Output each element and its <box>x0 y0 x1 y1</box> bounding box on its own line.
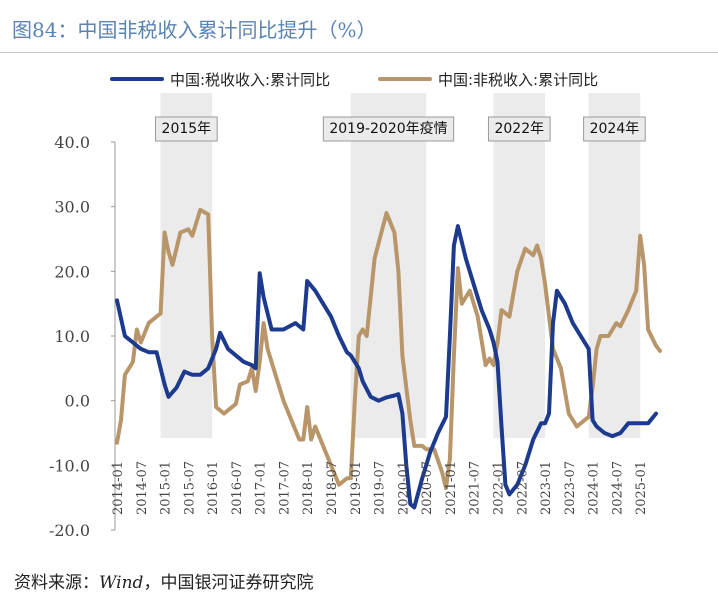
x-tick-label-12: 2020-01 <box>396 461 411 515</box>
shaded-period-1 <box>350 93 427 438</box>
y-tick-label-6: -20.0 <box>49 521 90 540</box>
period-label-box-0 <box>155 116 218 142</box>
source-wind: Wind <box>99 573 144 593</box>
y-tick-label-1: 30.0 <box>54 198 90 217</box>
x-tick-label-14: 2021-01 <box>444 461 459 515</box>
x-tick-label-10: 2019-01 <box>349 461 364 515</box>
y-tick-label-3: 10.0 <box>54 327 90 346</box>
x-tick-label-6: 2017-01 <box>254 461 269 515</box>
legend-label-0: 中国:税收收入:累计同比 <box>170 71 330 89</box>
x-tick-label-7: 2017-07 <box>277 461 292 515</box>
y-axis-ticks: 40.0 30.0 20.0 10.0 0.0 -10.0 -20.0 <box>49 133 115 540</box>
source-label: 资料来源： <box>14 573 99 593</box>
period-annotations: 2015年 2019-2020年疫情 2022年 2024年 <box>155 116 646 142</box>
x-tick-label-13: 2020-07 <box>420 461 435 515</box>
shaded-periods <box>160 93 641 438</box>
series-line-0 <box>115 224 658 510</box>
shaded-period-0 <box>160 93 213 438</box>
x-tick-label-18: 2023-01 <box>539 461 554 515</box>
x-tick-label-22: 2025-01 <box>634 461 649 515</box>
x-tick-label-4: 2016-01 <box>206 461 221 515</box>
x-tick-label-11: 2019-07 <box>373 461 388 515</box>
x-tick-label-21: 2024-07 <box>610 461 625 515</box>
period-label-box-1 <box>322 116 455 142</box>
source-org: ，中国银河证券研究院 <box>143 573 314 593</box>
y-tick-label-2: 20.0 <box>54 262 90 281</box>
series-line-1 <box>115 207 662 490</box>
period-label-0: 2015年 <box>162 121 212 137</box>
legend: 中国:税收收入:累计同比 中国:非税收入:累计同比 <box>110 71 598 89</box>
y-tick-label-0: 40.0 <box>54 133 90 152</box>
x-tick-label-1: 2014-07 <box>135 461 150 515</box>
source-note: 资料来源：Wind，中国银河证券研究院 <box>14 568 313 593</box>
x-tick-label-15: 2021-07 <box>468 461 483 515</box>
x-tick-label-9: 2018-07 <box>325 461 340 515</box>
x-tick-label-2: 2015-01 <box>159 461 174 515</box>
period-label-2: 2022年 <box>494 121 544 137</box>
x-axis-ticks: 2014-01 2014-07 2015-01 2015-07 2016-01 2016-… <box>111 461 649 515</box>
period-label-1: 2019-2020年疫情 <box>329 121 447 137</box>
legend-label-1: 中国:非税收入:累计同比 <box>438 71 598 89</box>
x-tick-label-8: 2018-01 <box>301 461 316 515</box>
title-divider <box>0 52 718 53</box>
x-tick-label-20: 2024-01 <box>587 461 602 515</box>
x-tick-label-0: 2014-01 <box>111 461 126 515</box>
figure-title: 图84：中国非税收入累计同比提升（%） <box>12 18 377 42</box>
y-tick-label-4: 0.0 <box>65 392 90 411</box>
period-label-box-2 <box>487 116 551 142</box>
y-tick-label-5: -10.0 <box>49 456 90 475</box>
x-tick-label-16: 2022-01 <box>491 461 506 515</box>
period-label-box-3 <box>583 116 646 142</box>
x-tick-label-5: 2016-07 <box>230 461 245 515</box>
shaded-period-3 <box>588 93 641 438</box>
series-lines <box>115 207 662 510</box>
period-label-3: 2024年 <box>590 121 640 137</box>
x-tick-label-19: 2023-07 <box>563 461 578 515</box>
x-tick-label-3: 2015-07 <box>182 461 197 515</box>
x-tick-label-17: 2022-07 <box>515 461 530 515</box>
